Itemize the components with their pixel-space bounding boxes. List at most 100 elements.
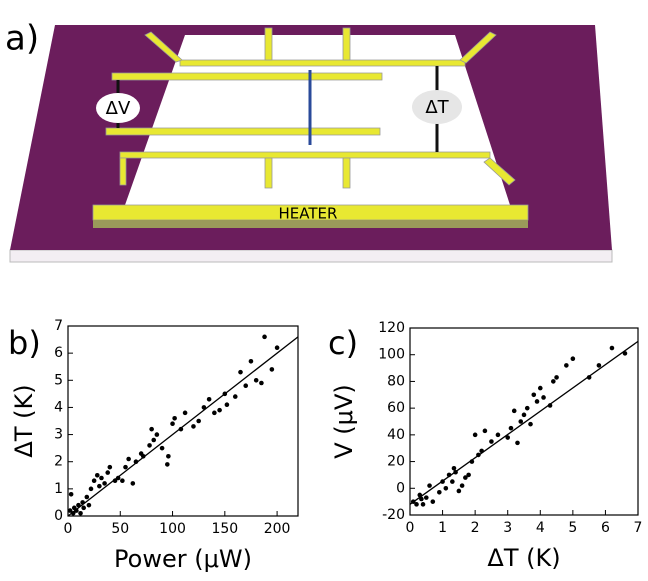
heater-label: HEATER: [279, 205, 338, 223]
data-point: [105, 470, 110, 475]
data-point: [207, 397, 212, 402]
data-point: [123, 465, 128, 470]
data-point: [78, 511, 83, 516]
data-point: [179, 427, 184, 432]
data-point: [243, 383, 248, 388]
x-tick-label: 0: [406, 520, 415, 536]
data-point: [191, 424, 196, 429]
data-point: [427, 483, 432, 488]
data-point: [421, 502, 426, 507]
data-point: [470, 459, 475, 464]
data-point: [223, 392, 228, 397]
data-point: [437, 490, 442, 495]
data-point: [69, 492, 74, 497]
data-point: [453, 470, 458, 475]
data-point: [424, 495, 429, 500]
panel-label: c): [328, 324, 358, 362]
data-point: [452, 466, 457, 471]
data-point: [525, 406, 530, 411]
data-point: [120, 478, 125, 483]
x-tick-label: 1: [438, 520, 447, 536]
data-point: [270, 367, 275, 372]
data-point: [275, 345, 280, 350]
data-point: [457, 489, 462, 494]
data-point: [217, 408, 222, 413]
data-point: [85, 495, 90, 500]
data-point: [447, 473, 452, 478]
device-diagram: ΔV ΔT HEATER a): [5, 19, 612, 263]
data-point: [151, 438, 156, 443]
data-point: [225, 402, 230, 407]
y-tick-label: 100: [378, 347, 405, 363]
fit-line: [68, 337, 298, 516]
x-tick-label: 2: [471, 520, 480, 536]
y-axis-label: ΔT (K): [10, 384, 38, 457]
data-point: [126, 457, 131, 462]
data-point: [196, 419, 201, 424]
data-point: [212, 411, 217, 416]
x-axis-label: Power (μW): [114, 545, 252, 573]
data-point: [571, 356, 576, 361]
y-tick-label: 2: [54, 454, 63, 470]
x-tick-label: 0: [64, 521, 73, 537]
data-point: [80, 500, 85, 505]
data-point: [160, 446, 165, 451]
y-tick-label: 0: [54, 508, 63, 524]
data-point: [249, 359, 254, 364]
data-point: [95, 473, 100, 478]
y-tick-label: 60: [387, 400, 405, 416]
data-point: [476, 453, 481, 458]
data-point: [233, 394, 238, 399]
data-point: [496, 433, 501, 438]
y-tick-label: 3: [54, 427, 63, 443]
data-point: [597, 363, 602, 368]
plot-frame: [68, 326, 298, 516]
figure: ΔV ΔT HEATER a) 05010015020001234567Powe…: [0, 0, 648, 577]
data-point: [116, 476, 121, 481]
data-point: [147, 443, 152, 448]
x-tick-label: 100: [159, 521, 186, 537]
data-point: [522, 413, 527, 418]
data-point: [444, 486, 449, 491]
data-point: [141, 454, 146, 459]
data-point: [87, 503, 92, 508]
data-point: [551, 379, 556, 384]
data-point: [99, 476, 104, 481]
panel-label: a): [5, 19, 39, 59]
data-point: [108, 465, 113, 470]
data-point: [89, 487, 94, 492]
y-tick-label: 120: [378, 320, 405, 336]
data-point: [259, 381, 264, 386]
x-tick-label: 200: [264, 521, 291, 537]
y-tick-label: 40: [387, 427, 405, 443]
data-point: [479, 449, 484, 454]
x-tick-label: 6: [601, 520, 610, 536]
x-tick-label: 5: [568, 520, 577, 536]
data-point: [102, 481, 107, 486]
y-tick-label: 7: [54, 318, 63, 334]
dt-label: ΔT: [425, 97, 449, 118]
data-point: [166, 454, 171, 459]
data-point: [473, 433, 478, 438]
dv-label: ΔV: [106, 98, 131, 119]
data-point: [92, 478, 97, 483]
data-point: [149, 427, 154, 432]
data-point: [131, 481, 136, 486]
data-point: [466, 473, 471, 478]
data-point: [623, 351, 628, 356]
data-point: [419, 497, 424, 502]
y-tick-label: 80: [387, 373, 405, 389]
data-point: [155, 432, 160, 437]
data-point: [97, 484, 102, 489]
fit-line: [410, 341, 638, 504]
data-point: [505, 435, 510, 440]
data-point: [518, 419, 523, 424]
data-point: [450, 479, 455, 484]
data-point: [512, 409, 517, 414]
data-point: [483, 429, 488, 434]
y-tick-label: 5: [54, 372, 63, 388]
data-point: [417, 493, 422, 498]
data-point: [528, 422, 533, 427]
data-point: [81, 506, 86, 511]
x-tick-label: 150: [211, 521, 238, 537]
